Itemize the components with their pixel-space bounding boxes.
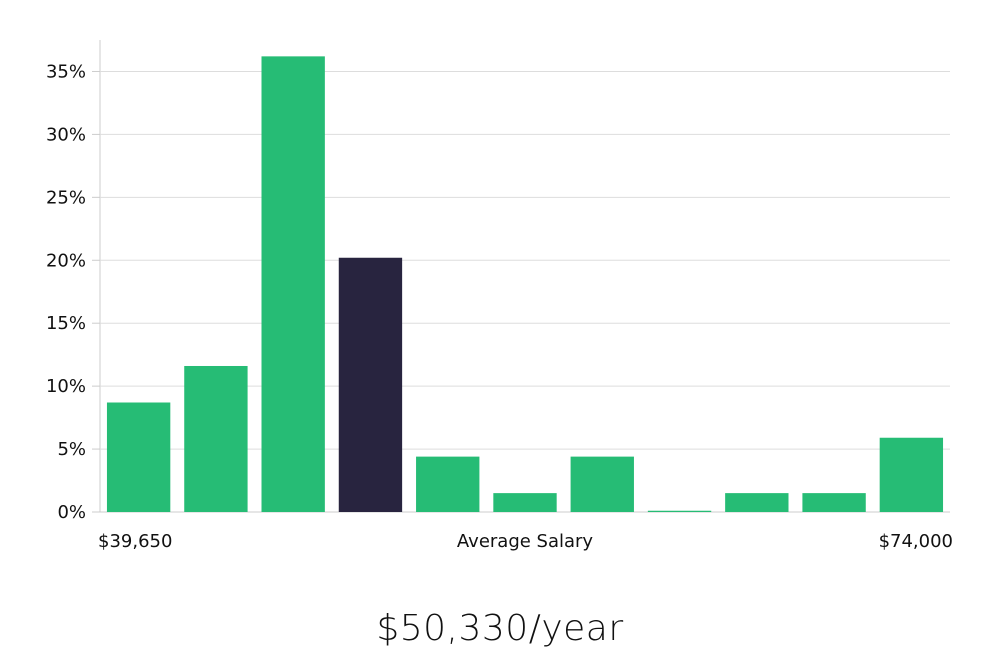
salary-distribution-chart: 0% 5% 10% 15% 20% 25% 30% 35% $39,650 Average S… — [46, 40, 953, 552]
y-axis-ticks: 0% 5% 10% 15% 20% 25% 30% 35% — [46, 61, 100, 523]
y-tick-label: 0% — [57, 502, 86, 523]
y-tick-label: 35% — [46, 61, 86, 82]
bar-highlighted — [338, 257, 403, 512]
x-axis-title: Average Salary — [457, 531, 594, 552]
bar — [493, 493, 557, 512]
bar — [647, 510, 712, 512]
x-axis-min-label: $39,650 — [98, 531, 172, 552]
y-tick-label: 25% — [46, 187, 86, 208]
y-tick-label: 15% — [46, 313, 86, 334]
y-tick-label: 5% — [57, 439, 86, 460]
y-tick-label: 30% — [46, 124, 86, 145]
bars — [106, 56, 944, 513]
bar — [416, 456, 480, 512]
bar — [802, 493, 866, 512]
bar — [261, 56, 325, 513]
average-salary-value: $50,330/year — [376, 608, 624, 649]
y-tick-label: 20% — [46, 250, 86, 271]
x-axis-max-label: $74,000 — [879, 531, 953, 552]
bar — [879, 437, 944, 512]
bar — [570, 456, 634, 512]
bar — [106, 402, 171, 512]
bar — [184, 365, 248, 512]
y-tick-label: 10% — [46, 376, 86, 397]
bar — [725, 493, 789, 512]
